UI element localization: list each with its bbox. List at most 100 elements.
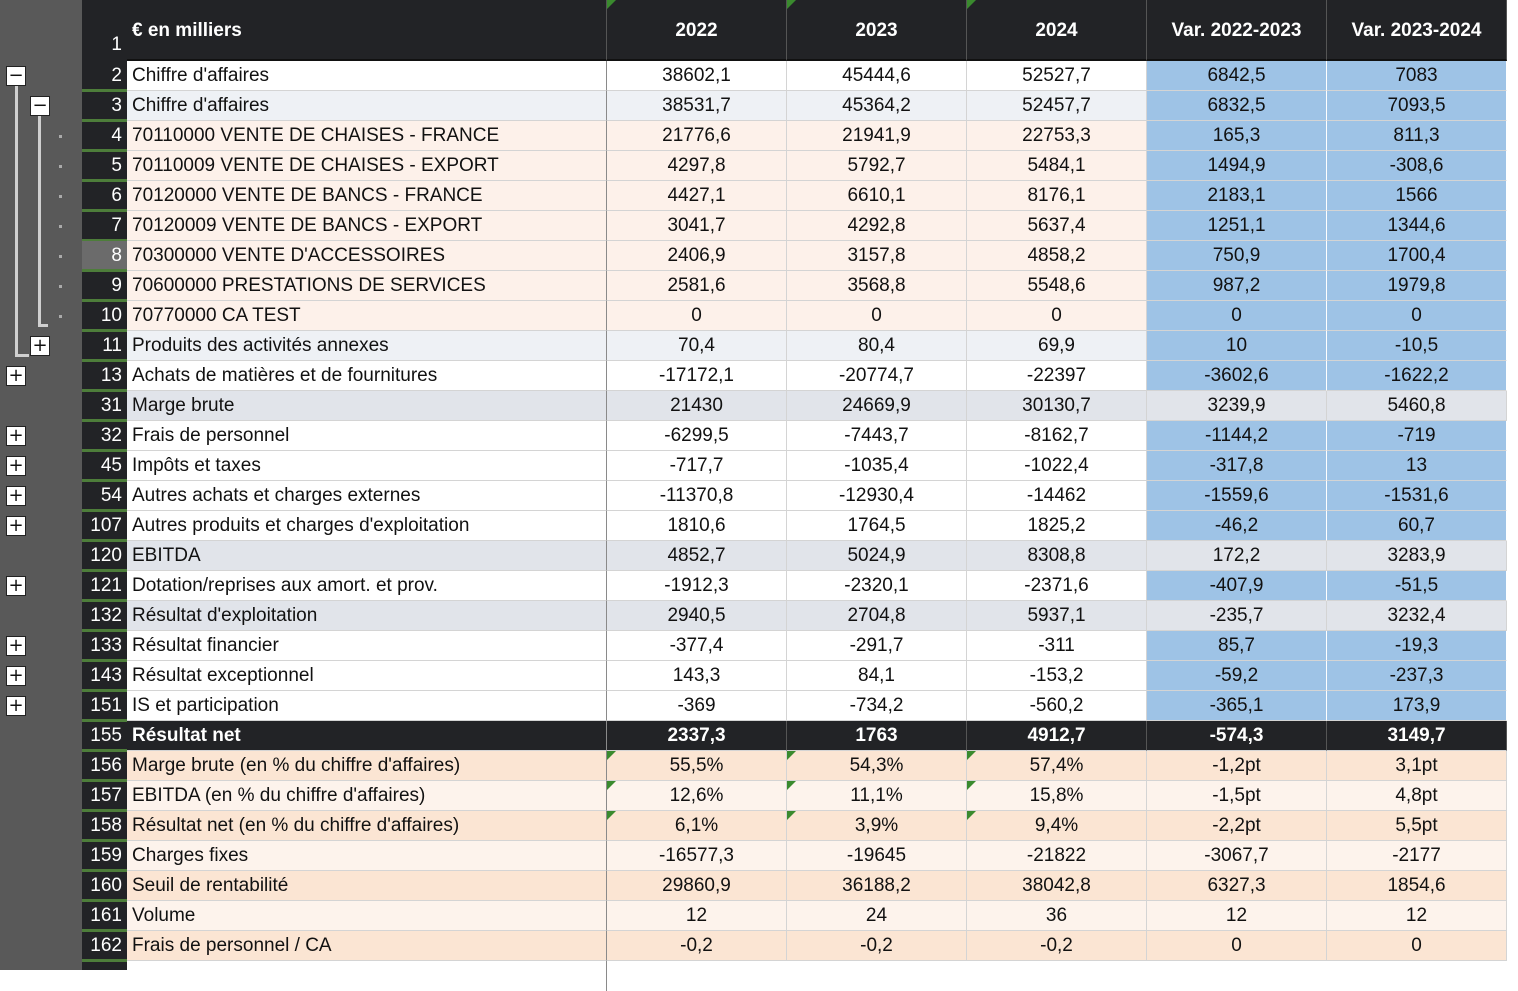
value-cell[interactable]: 3041,7 <box>607 211 787 241</box>
value-cell[interactable]: 85,7 <box>1147 631 1327 661</box>
value-cell[interactable]: -1559,6 <box>1147 481 1327 511</box>
value-cell[interactable]: 0 <box>607 301 787 331</box>
value-cell[interactable]: 4852,7 <box>607 541 787 571</box>
value-cell[interactable]: 24 <box>787 901 967 931</box>
value-cell[interactable]: 38531,7 <box>607 91 787 121</box>
value-cell[interactable]: -17172,1 <box>607 361 787 391</box>
row-number[interactable]: 120 <box>90 545 122 566</box>
row-label-cell[interactable]: Produits des activités annexes <box>127 331 607 361</box>
value-cell[interactable]: 21941,9 <box>787 121 967 151</box>
value-cell[interactable]: 1251,1 <box>1147 211 1327 241</box>
value-cell[interactable]: 4427,1 <box>607 181 787 211</box>
column-header-1[interactable]: 2022 <box>607 0 787 61</box>
value-cell[interactable]: -365,1 <box>1147 691 1327 721</box>
value-cell[interactable]: 3568,8 <box>787 271 967 301</box>
value-cell[interactable]: 12 <box>1147 901 1327 931</box>
row-label-cell[interactable]: Chiffre d'affaires <box>127 61 607 91</box>
value-cell[interactable]: 3,9% <box>787 811 967 841</box>
value-cell[interactable]: -2177 <box>1327 841 1507 871</box>
row-number[interactable]: 11 <box>102 335 122 356</box>
row-number[interactable]: 160 <box>90 875 122 896</box>
row-number[interactable]: 143 <box>90 665 122 686</box>
row-number[interactable]: 10 <box>100 305 122 326</box>
value-cell[interactable]: 0 <box>1327 301 1507 331</box>
value-cell[interactable]: -0,2 <box>607 931 787 961</box>
row-number[interactable]: 7 <box>111 215 122 236</box>
value-cell[interactable]: 36 <box>967 901 1147 931</box>
row-number[interactable]: 54 <box>100 485 122 506</box>
column-header-5[interactable]: Var. 2023-2024 <box>1327 0 1507 61</box>
expand-group-icon[interactable]: + <box>6 366 26 386</box>
value-cell[interactable]: 0 <box>1327 931 1507 961</box>
row-number[interactable]: 32 <box>100 425 122 446</box>
column-header-2[interactable]: 2023 <box>787 0 967 61</box>
collapse-group-icon[interactable]: − <box>6 66 26 86</box>
value-cell[interactable]: 2183,1 <box>1147 181 1327 211</box>
value-cell[interactable]: -1035,4 <box>787 451 967 481</box>
row-number[interactable]: 6 <box>111 185 122 206</box>
value-cell[interactable]: -311 <box>967 631 1147 661</box>
value-cell[interactable]: -1,2pt <box>1147 751 1327 781</box>
value-cell[interactable]: 1854,6 <box>1327 871 1507 901</box>
value-cell[interactable]: 84,1 <box>787 661 967 691</box>
value-cell[interactable]: 6832,5 <box>1147 91 1327 121</box>
value-cell[interactable]: 21776,6 <box>607 121 787 151</box>
value-cell[interactable]: -1912,3 <box>607 571 787 601</box>
value-cell[interactable]: -317,8 <box>1147 451 1327 481</box>
value-cell[interactable]: 4297,8 <box>607 151 787 181</box>
value-cell[interactable]: -734,2 <box>787 691 967 721</box>
expand-group-icon[interactable]: + <box>6 486 26 506</box>
row-label-cell[interactable]: 70300000 VENTE D'ACCESSOIRES <box>127 241 607 271</box>
value-cell[interactable]: 69,9 <box>967 331 1147 361</box>
value-cell[interactable]: -1022,4 <box>967 451 1147 481</box>
value-cell[interactable]: -3602,6 <box>1147 361 1327 391</box>
row-number[interactable]: 156 <box>90 755 122 776</box>
row-number[interactable]: 31 <box>100 395 122 416</box>
value-cell[interactable]: -20774,7 <box>787 361 967 391</box>
empty-cell[interactable] <box>127 961 607 991</box>
value-cell[interactable]: 172,2 <box>1147 541 1327 571</box>
value-cell[interactable]: 6842,5 <box>1147 61 1327 91</box>
value-cell[interactable]: 60,7 <box>1327 511 1507 541</box>
value-cell[interactable]: 2940,5 <box>607 601 787 631</box>
value-cell[interactable]: 4858,2 <box>967 241 1147 271</box>
value-cell[interactable]: 5484,1 <box>967 151 1147 181</box>
value-cell[interactable]: -407,9 <box>1147 571 1327 601</box>
row-label-cell[interactable]: Marge brute <box>127 391 607 421</box>
value-cell[interactable]: 45444,6 <box>787 61 967 91</box>
value-cell[interactable]: 0 <box>1147 301 1327 331</box>
expand-group-icon[interactable]: + <box>30 336 50 356</box>
value-cell[interactable]: -291,7 <box>787 631 967 661</box>
row-number[interactable]: 45 <box>100 455 122 476</box>
value-cell[interactable]: 36188,2 <box>787 871 967 901</box>
value-cell[interactable]: -0,2 <box>967 931 1147 961</box>
value-cell[interactable]: 1979,8 <box>1327 271 1507 301</box>
value-cell[interactable]: 6,1% <box>607 811 787 841</box>
row-label-cell[interactable]: 70120009 VENTE DE BANCS - EXPORT <box>127 211 607 241</box>
value-cell[interactable]: -2320,1 <box>787 571 967 601</box>
value-cell[interactable]: 38042,8 <box>967 871 1147 901</box>
value-cell[interactable]: 4912,7 <box>967 721 1147 751</box>
value-cell[interactable]: -12930,4 <box>787 481 967 511</box>
value-cell[interactable]: 12 <box>607 901 787 931</box>
value-cell[interactable]: -59,2 <box>1147 661 1327 691</box>
value-cell[interactable]: 811,3 <box>1327 121 1507 151</box>
row-number[interactable]: 151 <box>90 695 122 716</box>
value-cell[interactable]: 3149,7 <box>1327 721 1507 751</box>
value-cell[interactable]: -1,5pt <box>1147 781 1327 811</box>
row-number[interactable]: 3 <box>111 95 122 116</box>
row-number[interactable]: 155 <box>90 725 122 746</box>
row-number[interactable]: 5 <box>111 155 122 176</box>
value-cell[interactable]: 4,8pt <box>1327 781 1507 811</box>
row-label-cell[interactable]: 70110000 VENTE DE CHAISES - FRANCE <box>127 121 607 151</box>
value-cell[interactable]: -560,2 <box>967 691 1147 721</box>
column-header-4[interactable]: Var. 2022-2023 <box>1147 0 1327 61</box>
row-label-cell[interactable]: 70110009 VENTE DE CHAISES - EXPORT <box>127 151 607 181</box>
value-cell[interactable]: 5460,8 <box>1327 391 1507 421</box>
row-number[interactable]: 8 <box>82 241 127 271</box>
value-cell[interactable]: -2,2pt <box>1147 811 1327 841</box>
value-cell[interactable]: -10,5 <box>1327 331 1507 361</box>
value-cell[interactable]: 9,4% <box>967 811 1147 841</box>
value-cell[interactable]: 5548,6 <box>967 271 1147 301</box>
row-number[interactable]: 133 <box>90 635 122 656</box>
